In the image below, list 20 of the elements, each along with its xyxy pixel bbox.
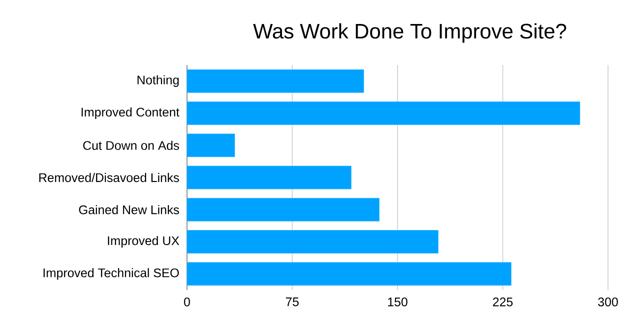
x-tick-label: 0 — [184, 298, 190, 306]
y-tick-label: Gained New Links — [79, 205, 180, 214]
y-tick-label: Cut Down on Ads — [83, 140, 180, 150]
bar — [186, 69, 364, 93]
y-tick-label: Improved Content — [82, 107, 180, 120]
y-tick-label: Improved Technical SEO — [44, 268, 179, 280]
bar — [186, 198, 380, 222]
x-tick-label: 300 — [598, 298, 618, 306]
chart-title: Was Work Done To Improve Site? — [253, 23, 566, 43]
bar — [186, 102, 580, 125]
bar — [186, 134, 235, 158]
bar — [186, 262, 512, 286]
bar — [186, 166, 352, 190]
x-tick-label: 225 — [492, 298, 513, 306]
x-tick-label: 150 — [388, 298, 408, 306]
x-tick-label: 75 — [286, 298, 299, 306]
bar — [186, 230, 438, 254]
y-tick-label: Improved UX — [108, 236, 180, 248]
y-tick-label: Nothing — [138, 75, 179, 87]
y-tick-label: Removed/Disavoed Links — [39, 172, 180, 182]
